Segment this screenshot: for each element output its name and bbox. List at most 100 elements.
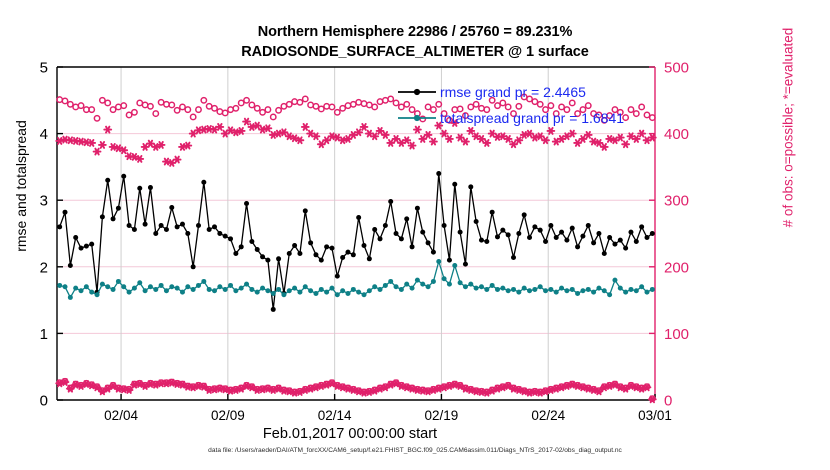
marker-dot bbox=[649, 231, 655, 236]
marker-dot bbox=[468, 184, 474, 190]
marker-dot bbox=[462, 284, 468, 290]
marker-open-circle bbox=[189, 113, 197, 121]
marker-open-circle bbox=[579, 106, 587, 114]
marker-asterisk bbox=[361, 123, 367, 131]
data-file-footer: data file: /Users/raeder/DAI/ATM_forcXX/… bbox=[208, 447, 622, 454]
marker-open-circle bbox=[632, 110, 640, 118]
marker-dot bbox=[142, 221, 148, 227]
marker-asterisk bbox=[377, 384, 383, 393]
marker-open-circle bbox=[264, 106, 272, 114]
tick-label-x: 02/09 bbox=[211, 408, 245, 423]
marker-dot bbox=[478, 237, 484, 243]
marker-dot bbox=[601, 288, 607, 294]
marker-asterisk bbox=[121, 385, 127, 394]
marker-open-circle bbox=[56, 96, 64, 104]
marker-open-circle bbox=[333, 108, 341, 116]
marker-dot bbox=[201, 179, 207, 185]
marker-dot bbox=[644, 234, 650, 240]
marker-asterisk bbox=[430, 137, 437, 146]
marker-dot bbox=[633, 238, 639, 244]
marker-dot bbox=[89, 241, 95, 247]
marker-asterisk bbox=[366, 388, 372, 396]
marker-dot bbox=[174, 224, 180, 230]
marker-dot bbox=[484, 286, 490, 292]
marker-dot bbox=[297, 250, 303, 256]
marker-asterisk bbox=[532, 388, 538, 396]
legend-item-1[interactable]: totalspread grand pr = 1.6841 bbox=[398, 110, 624, 126]
marker-dot bbox=[179, 221, 185, 227]
marker-dot bbox=[596, 285, 602, 291]
marker-dot bbox=[292, 242, 298, 248]
marker-asterisk bbox=[388, 139, 394, 147]
marker-open-circle bbox=[98, 96, 106, 104]
marker-dot bbox=[147, 185, 153, 191]
marker-asterisk bbox=[105, 125, 111, 134]
marker-open-circle bbox=[61, 97, 69, 105]
marker-dot bbox=[121, 173, 127, 179]
marker-open-circle bbox=[376, 98, 384, 106]
marker-open-circle bbox=[163, 100, 170, 108]
marker-dot bbox=[404, 281, 410, 287]
marker-open-circle bbox=[638, 103, 646, 111]
marker-open-circle bbox=[408, 106, 416, 114]
marker-open-circle bbox=[552, 110, 560, 118]
marker-open-circle bbox=[349, 100, 357, 108]
marker-asterisk bbox=[259, 125, 266, 134]
legend-item-0[interactable]: rmse grand pr = 2.4465 bbox=[398, 84, 586, 100]
marker-asterisk bbox=[291, 388, 298, 397]
marker-asterisk bbox=[307, 384, 314, 393]
marker-open-circle bbox=[285, 100, 293, 108]
marker-asterisk bbox=[537, 132, 543, 141]
marker-asterisk bbox=[521, 131, 527, 139]
marker-asterisk bbox=[596, 387, 602, 396]
marker-dot bbox=[414, 205, 420, 211]
marker-dot bbox=[286, 288, 292, 294]
marker-open-circle bbox=[280, 102, 288, 110]
marker-asterisk bbox=[265, 384, 271, 393]
marker-dot bbox=[94, 292, 100, 298]
marker-dot bbox=[457, 280, 463, 286]
marker-dot bbox=[585, 223, 591, 229]
marker-open-circle bbox=[429, 106, 437, 114]
marker-asterisk bbox=[265, 124, 271, 133]
marker-dot bbox=[366, 256, 372, 262]
marker-dot bbox=[516, 289, 522, 295]
marker-open-circle bbox=[494, 102, 501, 110]
marker-asterisk bbox=[206, 125, 212, 133]
marker-asterisk bbox=[190, 383, 196, 392]
marker-asterisk bbox=[307, 129, 314, 138]
marker-dot bbox=[345, 290, 351, 296]
marker-asterisk bbox=[249, 383, 255, 392]
marker-open-circle bbox=[125, 111, 133, 119]
marker-open-circle bbox=[237, 99, 245, 107]
marker-asterisk bbox=[436, 384, 442, 393]
marker-open-circle bbox=[328, 103, 336, 111]
marker-asterisk bbox=[404, 136, 410, 145]
marker-open-circle bbox=[259, 108, 267, 116]
marker-dot bbox=[505, 288, 511, 294]
marker-dot bbox=[500, 285, 506, 291]
marker-dot bbox=[639, 284, 645, 290]
marker-dot bbox=[158, 282, 164, 288]
marker-dot bbox=[425, 284, 431, 290]
marker-dot bbox=[361, 292, 367, 298]
marker-open-circle bbox=[168, 101, 176, 109]
marker-asterisk bbox=[409, 384, 415, 393]
marker-dot bbox=[153, 286, 159, 292]
marker-dot bbox=[484, 238, 490, 244]
marker-open-circle bbox=[547, 102, 555, 110]
tick-label-right: 400 bbox=[664, 126, 689, 143]
marker-dot bbox=[543, 238, 549, 244]
marker-dot bbox=[308, 288, 314, 294]
tick-label-left: 0 bbox=[40, 393, 48, 410]
marker-open-circle bbox=[146, 102, 154, 110]
marker-open-circle bbox=[600, 116, 608, 124]
marker-dot bbox=[505, 232, 511, 238]
marker-asterisk bbox=[420, 386, 426, 395]
marker-asterisk bbox=[323, 380, 330, 389]
marker-asterisk bbox=[313, 132, 319, 141]
tick-label-right: 100 bbox=[664, 326, 689, 343]
marker-dot bbox=[270, 306, 276, 312]
marker-open-circle bbox=[88, 106, 96, 114]
